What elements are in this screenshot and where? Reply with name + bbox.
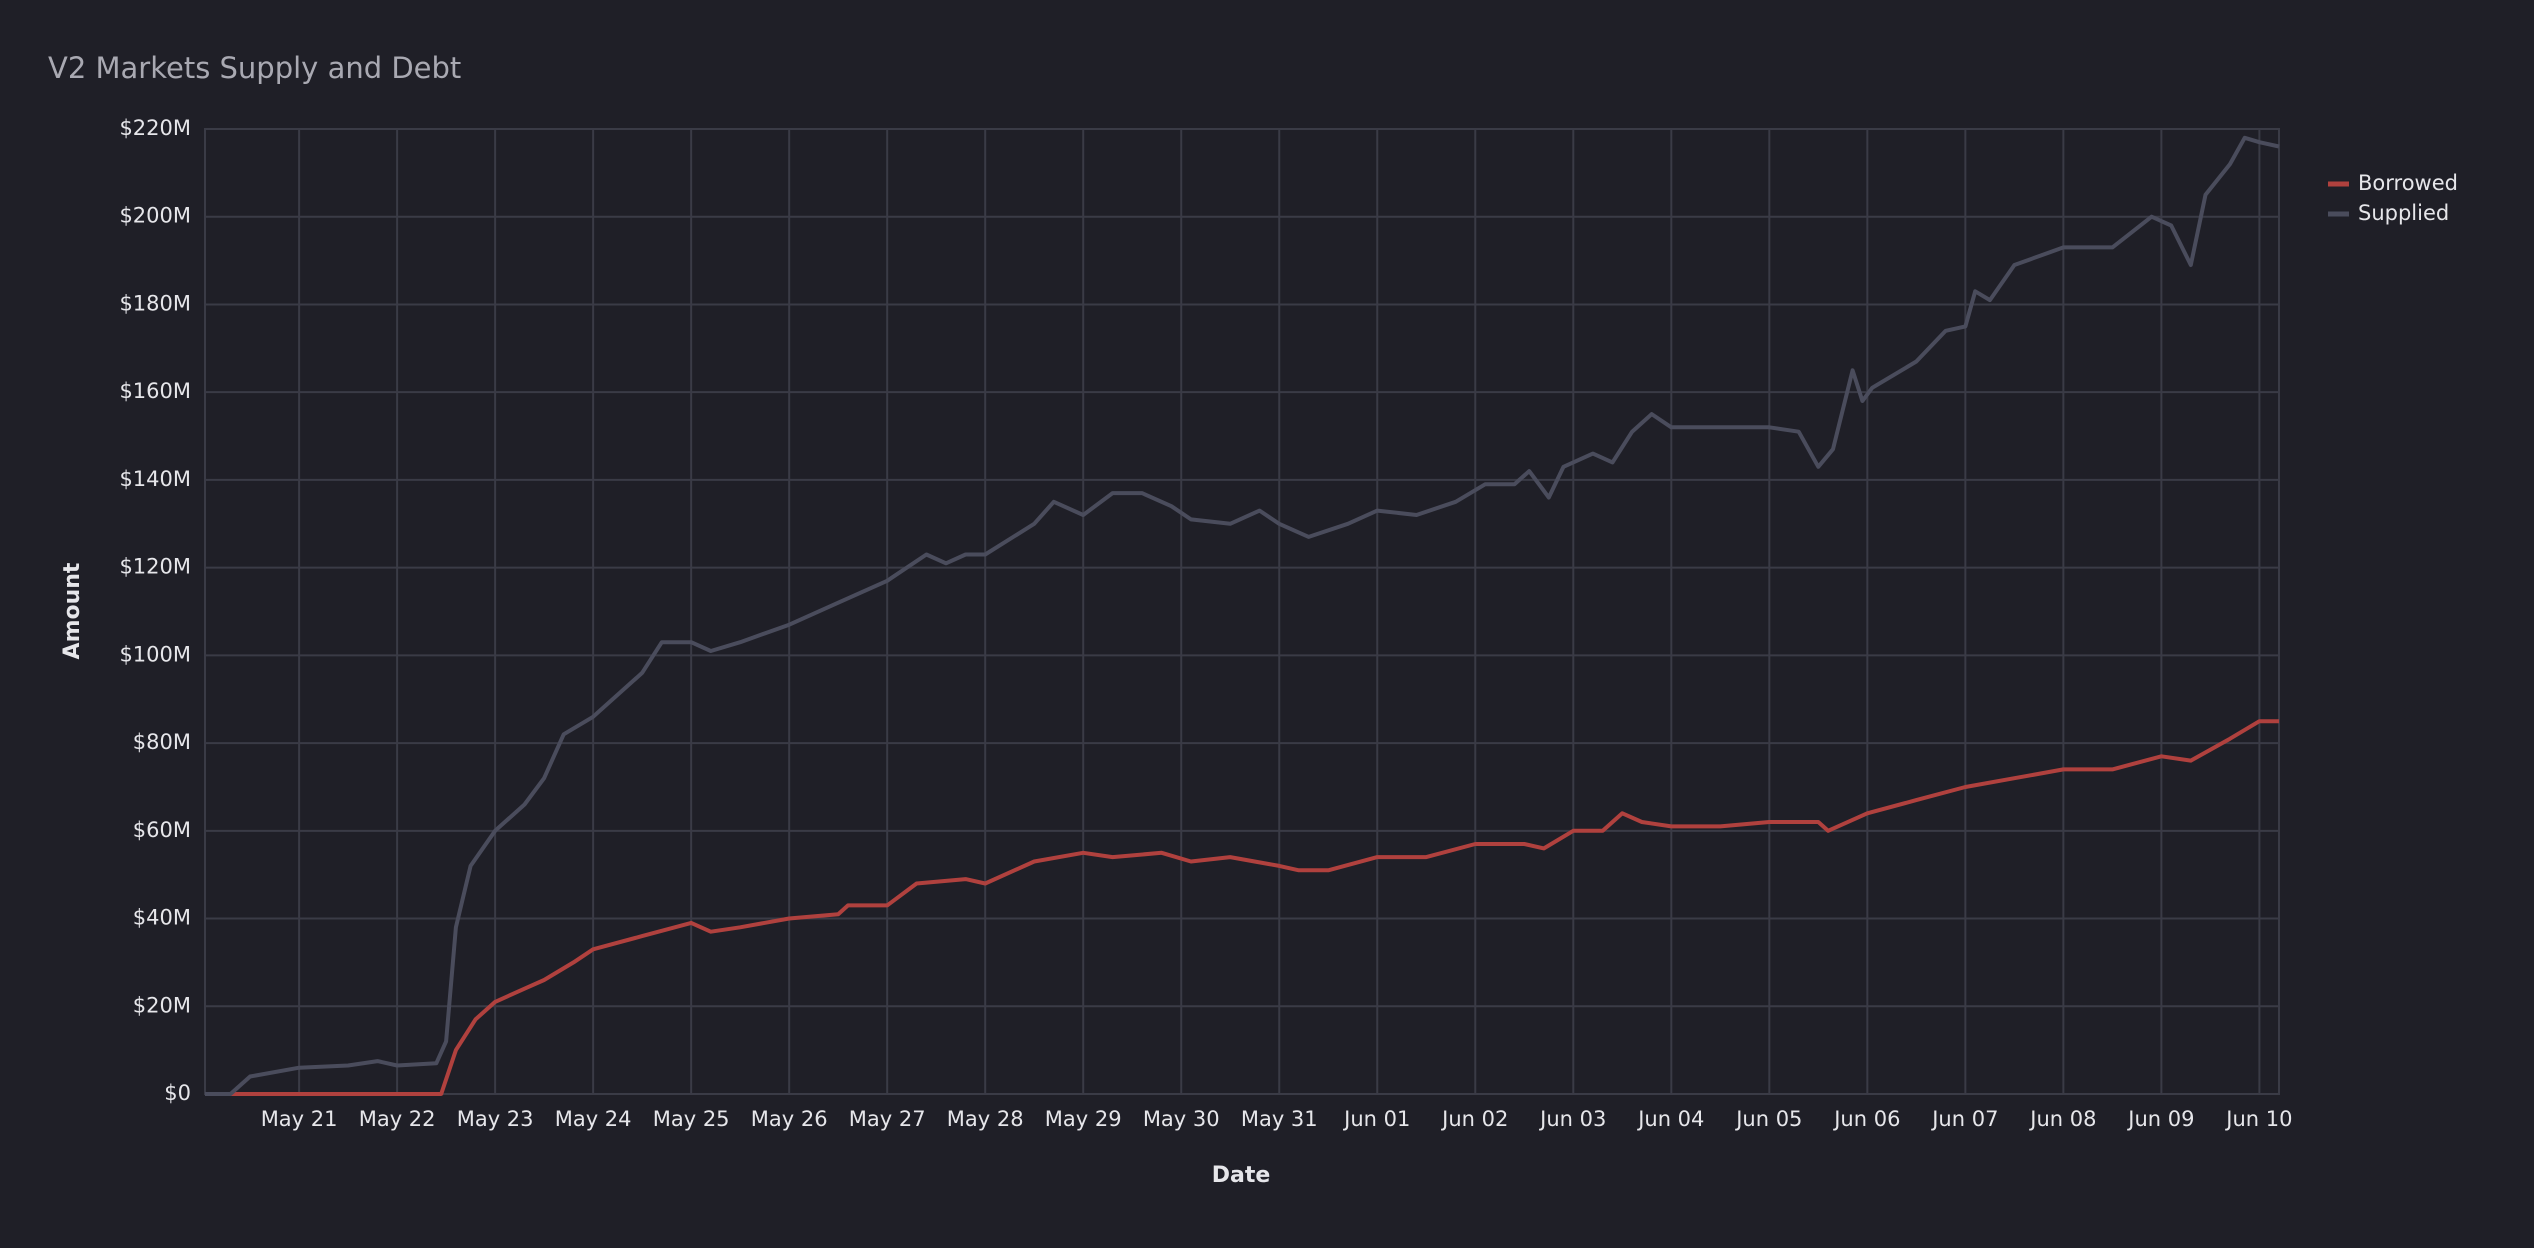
x-tick-label: Jun 06 (1832, 1107, 1900, 1131)
x-tick-label: May 30 (1143, 1107, 1220, 1131)
x-tick-label: Jun 10 (2224, 1107, 2292, 1131)
x-tick-label: May 28 (947, 1107, 1024, 1131)
y-tick-label: $120M (119, 555, 191, 579)
y-tick-label: $180M (119, 291, 191, 315)
x-tick-label: May 23 (457, 1107, 534, 1131)
x-tick-label: Jun 05 (1734, 1107, 1802, 1131)
x-tick-label: Jun 07 (1930, 1107, 1998, 1131)
y-axis-label: Amount (60, 562, 85, 659)
x-tick-label: May 21 (261, 1107, 338, 1131)
y-tick-label: $60M (133, 818, 191, 842)
y-tick-label: $200M (119, 204, 191, 228)
chart-title: V2 Markets Supply and Debt (48, 51, 461, 85)
x-tick-label: Jun 04 (1636, 1107, 1704, 1131)
series-line (205, 135, 2280, 1096)
x-axis-label: Date (1212, 1163, 1271, 1188)
x-tick-label: May 29 (1045, 1107, 1122, 1131)
y-tick-label: $100M (119, 642, 191, 666)
x-tick-label: May 24 (555, 1107, 632, 1131)
y-tick-label: $40M (133, 906, 191, 930)
legend-label: Borrowed (2358, 171, 2458, 195)
x-tick-label: Jun 01 (1342, 1107, 1410, 1131)
series-line (205, 719, 2279, 1096)
y-tick-label: $160M (119, 379, 191, 403)
x-tick-label: Jun 09 (2126, 1107, 2194, 1131)
x-tick-label: May 26 (751, 1107, 828, 1131)
legend-label: Supplied (2358, 201, 2449, 225)
y-tick-label: $80M (133, 730, 191, 754)
y-tick-label: $140M (119, 467, 191, 491)
x-tick-label: Jun 03 (1538, 1107, 1606, 1131)
x-tick-label: May 22 (359, 1107, 436, 1131)
y-tick-label: $220M (119, 116, 191, 140)
x-tick-label: Jun 02 (1440, 1107, 1508, 1131)
x-tick-label: May 31 (1241, 1107, 1318, 1131)
x-tick-label: Jun 08 (2028, 1107, 2096, 1131)
y-tick-label: $0 (164, 1081, 191, 1105)
x-tick-label: May 27 (849, 1107, 926, 1131)
x-tick-label: May 25 (653, 1107, 730, 1131)
y-tick-label: $20M (133, 993, 191, 1017)
